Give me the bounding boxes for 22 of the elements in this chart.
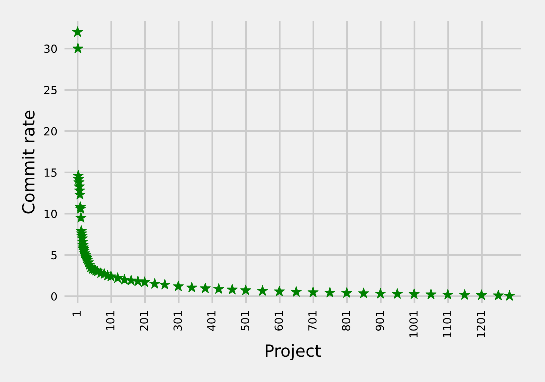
- y-tick-label: 10: [44, 210, 58, 218]
- x-tick-label: 1101: [443, 311, 452, 338]
- x-tick-label: 801: [342, 311, 351, 331]
- x-tick-label: 1201: [476, 311, 486, 338]
- x-tick-label: 1001: [410, 311, 418, 338]
- x-tick-label: 101: [106, 311, 115, 330]
- x-tick-label: 701: [308, 311, 317, 331]
- y-axis-title: Commit rate: [22, 110, 35, 214]
- x-tick-label: 401: [207, 311, 216, 332]
- x-axis-title: Project: [266, 344, 322, 360]
- y-tick-label: 25: [44, 86, 57, 94]
- y-tick-label: 5: [52, 251, 57, 260]
- x-tick-label: 201: [140, 311, 148, 331]
- x-tick-label: 1: [72, 311, 81, 316]
- x-tick-label: 601: [274, 311, 284, 331]
- y-tick-label: 20: [44, 127, 58, 136]
- x-tick-label: 501: [241, 311, 250, 331]
- y-tick-label: 30: [44, 44, 58, 54]
- y-tick-label: 15: [44, 168, 57, 178]
- x-tick-label: 901: [376, 311, 384, 331]
- x-tick-label: 301: [174, 311, 182, 331]
- y-tick-label: 0: [51, 292, 58, 301]
